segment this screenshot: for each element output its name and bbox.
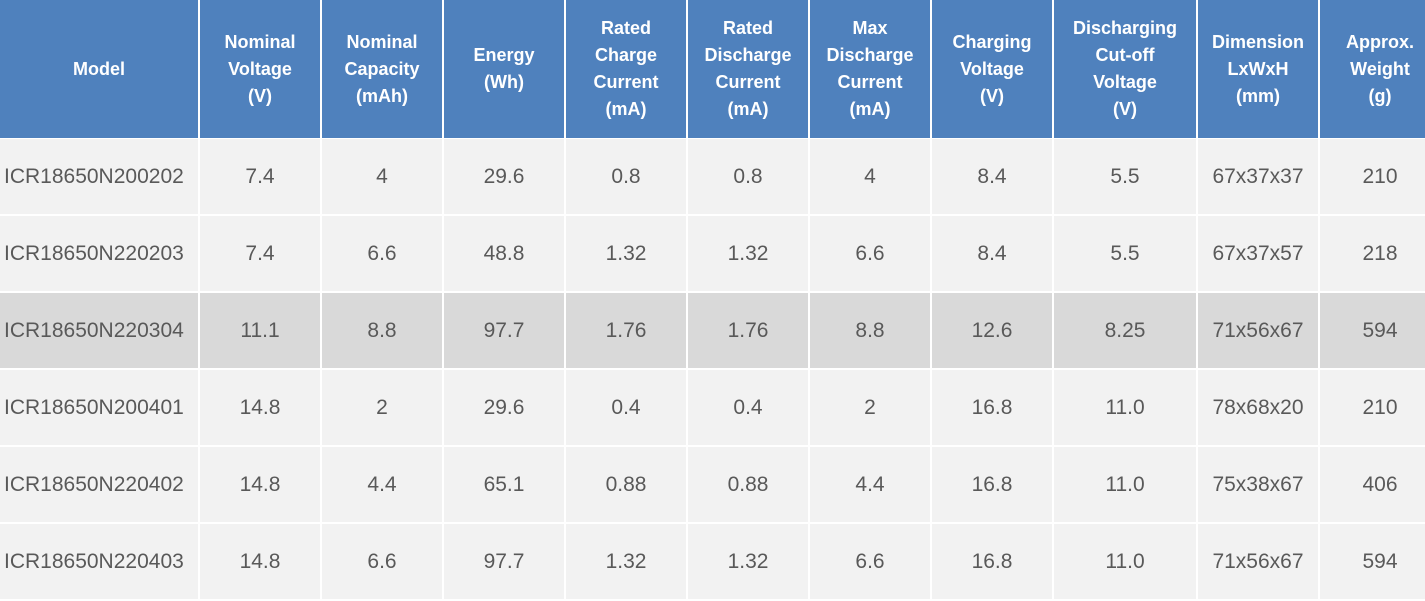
table-row: ICR18650N220402 14.8 4.4 65.1 0.88 0.88 4.4 16.… bbox=[0, 447, 1425, 524]
cell-nominal-capacity: 4 bbox=[322, 139, 442, 216]
cell-nominal-voltage: 7.4 bbox=[200, 139, 320, 216]
cell-discharging-cutoff-voltage: 8.25 bbox=[1054, 293, 1196, 370]
cell-rated-discharge-current: 1.76 bbox=[688, 293, 808, 370]
cell-nominal-capacity: 6.6 bbox=[322, 524, 442, 601]
cell-model: ICR18650N200401 bbox=[0, 370, 198, 447]
cell-energy: 29.6 bbox=[444, 370, 564, 447]
cell-approx-weight: 406 bbox=[1320, 447, 1425, 524]
cell-nominal-capacity: 8.8 bbox=[322, 293, 442, 370]
cell-nominal-capacity: 6.6 bbox=[322, 216, 442, 293]
header-rated-charge-current: Rated Charge Current (mA) bbox=[566, 0, 686, 139]
cell-charging-voltage: 16.8 bbox=[932, 447, 1052, 524]
cell-dimension: 75x38x67 bbox=[1198, 447, 1318, 524]
cell-nominal-capacity: 4.4 bbox=[322, 447, 442, 524]
cell-model: ICR18650N220402 bbox=[0, 447, 198, 524]
header-nominal-voltage: Nominal Voltage (V) bbox=[200, 0, 320, 139]
cell-rated-discharge-current: 0.4 bbox=[688, 370, 808, 447]
cell-charging-voltage: 8.4 bbox=[932, 139, 1052, 216]
table-row: ICR18650N200401 14.8 2 29.6 0.4 0.4 2 16.8 11.0 7… bbox=[0, 370, 1425, 447]
cell-dimension: 67x37x57 bbox=[1198, 216, 1318, 293]
cell-max-discharge-current: 4.4 bbox=[810, 447, 930, 524]
cell-charging-voltage: 16.8 bbox=[932, 524, 1052, 601]
cell-rated-discharge-current: 1.32 bbox=[688, 524, 808, 601]
cell-rated-charge-current: 0.4 bbox=[566, 370, 686, 447]
cell-model: ICR18650N220403 bbox=[0, 524, 198, 601]
table-row: ICR18650N220203 7.4 6.6 48.8 1.32 1.32 6.6 8.4 5… bbox=[0, 216, 1425, 293]
cell-approx-weight: 218 bbox=[1320, 216, 1425, 293]
cell-nominal-capacity: 2 bbox=[322, 370, 442, 447]
cell-dimension: 71x56x67 bbox=[1198, 524, 1318, 601]
cell-discharging-cutoff-voltage: 11.0 bbox=[1054, 370, 1196, 447]
header-nominal-capacity: Nominal Capacity (mAh) bbox=[322, 0, 442, 139]
cell-approx-weight: 594 bbox=[1320, 293, 1425, 370]
header-approx-weight: Approx. Weight (g) bbox=[1320, 0, 1425, 139]
cell-rated-discharge-current: 0.88 bbox=[688, 447, 808, 524]
cell-approx-weight: 210 bbox=[1320, 139, 1425, 216]
cell-approx-weight: 210 bbox=[1320, 370, 1425, 447]
header-row: Model Nominal Voltage (V) Nominal Capaci… bbox=[0, 0, 1425, 139]
cell-discharging-cutoff-voltage: 5.5 bbox=[1054, 139, 1196, 216]
cell-discharging-cutoff-voltage: 5.5 bbox=[1054, 216, 1196, 293]
header-rated-discharge-current: Rated Discharge Current (mA) bbox=[688, 0, 808, 139]
cell-energy: 65.1 bbox=[444, 447, 564, 524]
cell-discharging-cutoff-voltage: 11.0 bbox=[1054, 524, 1196, 601]
cell-rated-charge-current: 0.8 bbox=[566, 139, 686, 216]
cell-energy: 97.7 bbox=[444, 524, 564, 601]
cell-max-discharge-current: 2 bbox=[810, 370, 930, 447]
cell-energy: 48.8 bbox=[444, 216, 564, 293]
header-discharging-cutoff-voltage: Discharging Cut-off Voltage (V) bbox=[1054, 0, 1196, 139]
cell-rated-discharge-current: 0.8 bbox=[688, 139, 808, 216]
cell-nominal-voltage: 7.4 bbox=[200, 216, 320, 293]
cell-discharging-cutoff-voltage: 11.0 bbox=[1054, 447, 1196, 524]
cell-dimension: 71x56x67 bbox=[1198, 293, 1318, 370]
cell-charging-voltage: 16.8 bbox=[932, 370, 1052, 447]
cell-model: ICR18650N200202 bbox=[0, 139, 198, 216]
cell-rated-charge-current: 1.32 bbox=[566, 216, 686, 293]
cell-charging-voltage: 12.6 bbox=[932, 293, 1052, 370]
table-body: ICR18650N200202 7.4 4 29.6 0.8 0.8 4 8.4 5.5 67x3… bbox=[0, 139, 1425, 601]
cell-nominal-voltage: 11.1 bbox=[200, 293, 320, 370]
cell-rated-charge-current: 0.88 bbox=[566, 447, 686, 524]
table-row: ICR18650N220403 14.8 6.6 97.7 1.32 1.32 6.6 16.… bbox=[0, 524, 1425, 601]
cell-model: ICR18650N220304 bbox=[0, 293, 198, 370]
cell-dimension: 78x68x20 bbox=[1198, 370, 1318, 447]
cell-model: ICR18650N220203 bbox=[0, 216, 198, 293]
cell-max-discharge-current: 8.8 bbox=[810, 293, 930, 370]
cell-energy: 97.7 bbox=[444, 293, 564, 370]
cell-rated-charge-current: 1.76 bbox=[566, 293, 686, 370]
header-energy: Energy (Wh) bbox=[444, 0, 564, 139]
header-max-discharge-current: Max Discharge Current (mA) bbox=[810, 0, 930, 139]
cell-max-discharge-current: 4 bbox=[810, 139, 930, 216]
cell-max-discharge-current: 6.6 bbox=[810, 216, 930, 293]
header-dimension: Dimension LxWxH (mm) bbox=[1198, 0, 1318, 139]
cell-rated-discharge-current: 1.32 bbox=[688, 216, 808, 293]
cell-max-discharge-current: 6.6 bbox=[810, 524, 930, 601]
cell-nominal-voltage: 14.8 bbox=[200, 447, 320, 524]
cell-nominal-voltage: 14.8 bbox=[200, 370, 320, 447]
cell-dimension: 67x37x37 bbox=[1198, 139, 1318, 216]
cell-rated-charge-current: 1.32 bbox=[566, 524, 686, 601]
cell-energy: 29.6 bbox=[444, 139, 564, 216]
cell-charging-voltage: 8.4 bbox=[932, 216, 1052, 293]
cell-approx-weight: 594 bbox=[1320, 524, 1425, 601]
cell-nominal-voltage: 14.8 bbox=[200, 524, 320, 601]
header-charging-voltage: Charging Voltage (V) bbox=[932, 0, 1052, 139]
table-row: ICR18650N200202 7.4 4 29.6 0.8 0.8 4 8.4 5.5 67x3… bbox=[0, 139, 1425, 216]
table-row: ICR18650N220304 11.1 8.8 97.7 1.76 1.76 8.8 12.… bbox=[0, 293, 1425, 370]
header-model: Model bbox=[0, 0, 198, 139]
